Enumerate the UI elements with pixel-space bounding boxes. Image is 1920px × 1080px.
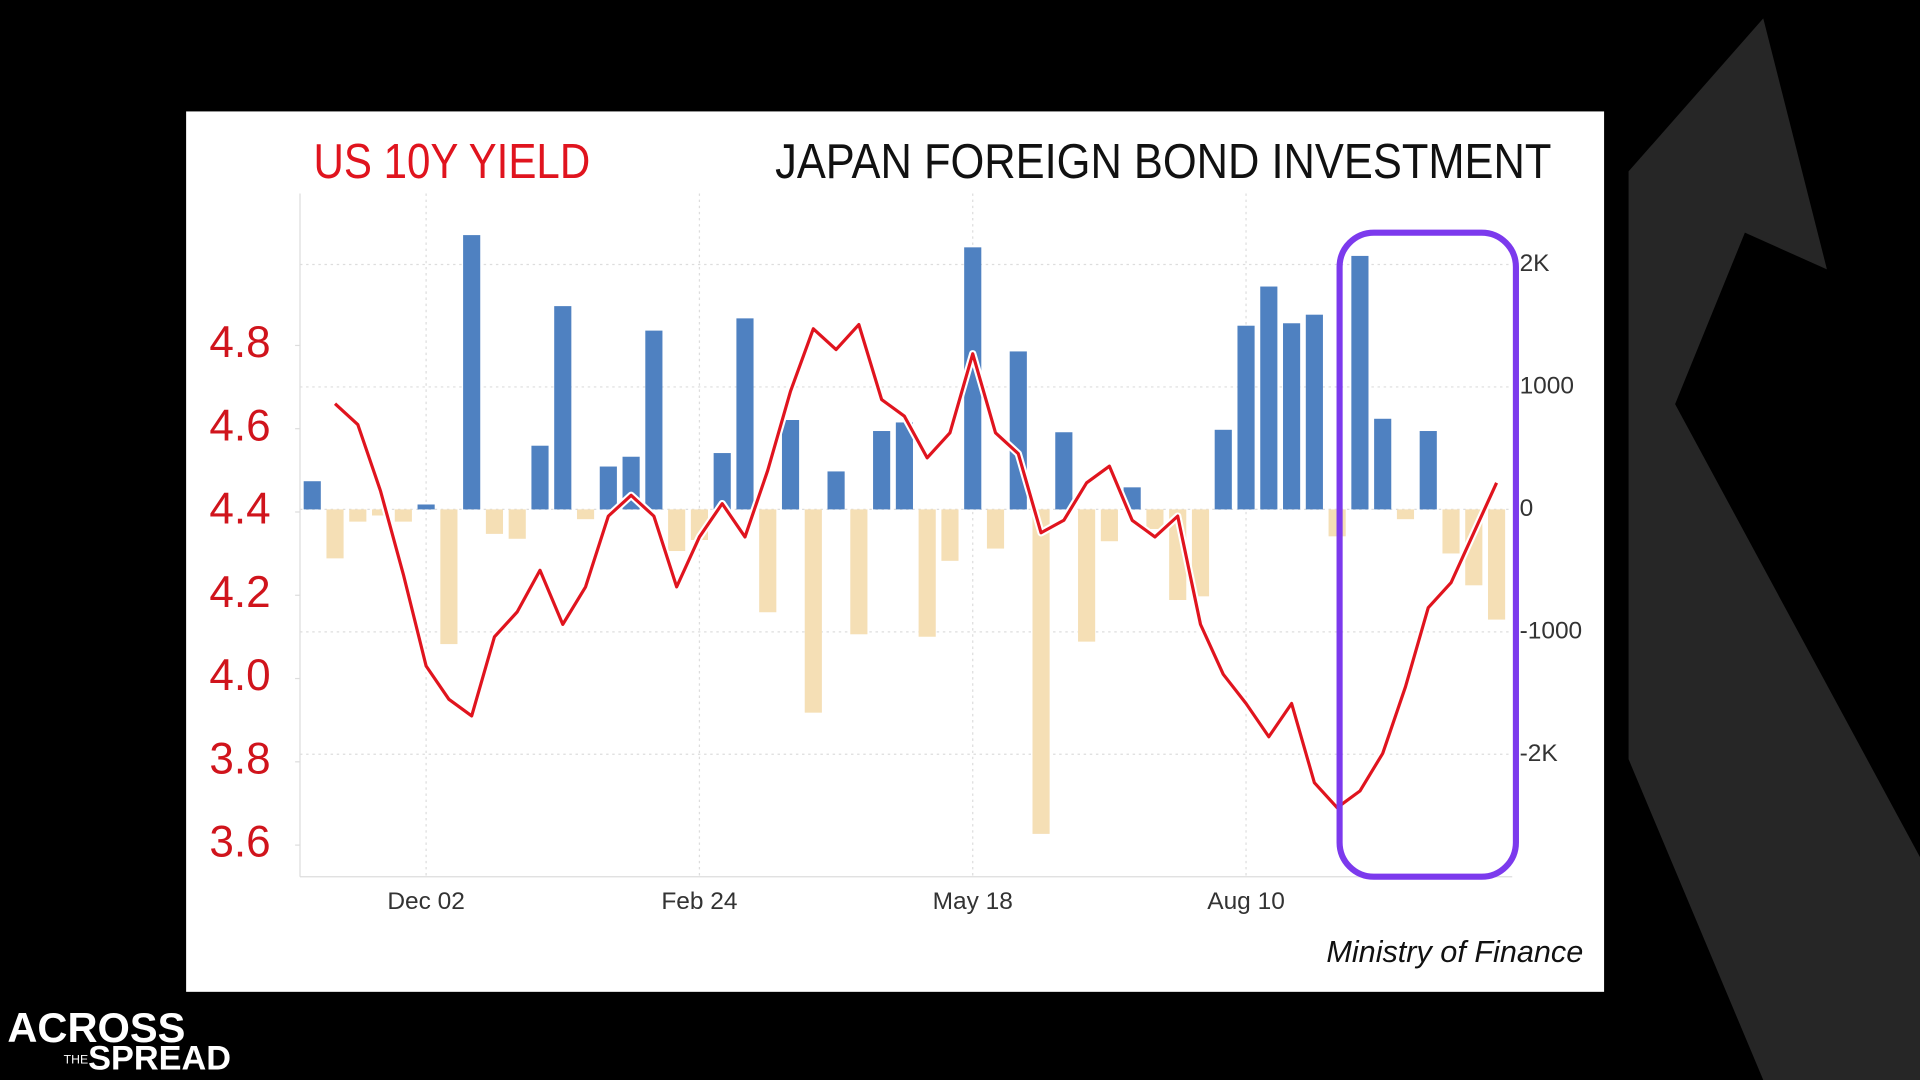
bar <box>485 509 504 534</box>
bar <box>895 422 913 510</box>
bar <box>508 509 526 539</box>
bar <box>1191 509 1210 597</box>
bar <box>440 509 458 645</box>
bar <box>372 509 390 516</box>
bar <box>1419 431 1437 510</box>
y-tick-label: 4.8 <box>209 318 270 367</box>
bar <box>1055 432 1073 510</box>
bar <box>1396 509 1415 520</box>
y-tick-label: 3.6 <box>209 818 270 867</box>
footer-logo: ACROSS THE SPREAD <box>7 1004 231 1077</box>
bar <box>1032 509 1050 834</box>
logo-text: ACROSS <box>7 1004 185 1051</box>
bar <box>713 453 731 510</box>
bar <box>1305 314 1323 510</box>
background-logo <box>1628 18 1920 1080</box>
x-tick-label: May 18 <box>933 888 1013 915</box>
bar <box>850 509 868 635</box>
y2-tick-label: 2K <box>1520 250 1551 277</box>
bar <box>736 318 754 510</box>
bar <box>349 509 367 522</box>
logo-shape <box>1628 18 1920 1080</box>
bar <box>1146 509 1164 529</box>
y-tick-label: 4.2 <box>209 568 270 617</box>
x-tick-label: Aug 10 <box>1207 888 1285 915</box>
y2-tick-label: 0 <box>1520 495 1534 522</box>
bar <box>986 509 1005 549</box>
bar <box>941 509 959 561</box>
bar <box>1214 429 1232 510</box>
plot: -2K -1000 0 1000 2K 3.6 3.8 4.0 4.2 4.4 4.6 4.8 Dec … <box>209 193 1583 915</box>
highlight-box <box>1336 229 1519 880</box>
bar <box>576 509 595 520</box>
bar <box>781 420 800 510</box>
bar <box>554 306 572 510</box>
bar <box>1351 255 1369 510</box>
bar <box>1442 509 1460 554</box>
line <box>333 323 1499 810</box>
bar <box>1078 509 1096 642</box>
y-tick-label: 4.4 <box>209 485 270 534</box>
bar <box>463 235 481 510</box>
bar <box>1237 325 1255 510</box>
bar <box>918 509 936 637</box>
x-tick-label: Dec 02 <box>387 888 465 915</box>
logo-text: SPREAD <box>88 1039 231 1077</box>
y-tick-label: 4.6 <box>209 401 270 450</box>
bar <box>873 431 891 510</box>
y2-tick-label: -1000 <box>1520 617 1583 644</box>
bar <box>759 509 777 613</box>
bar <box>531 445 549 510</box>
y-tick-label: 4.0 <box>209 651 270 700</box>
x-tick-label: Feb 24 <box>661 888 737 915</box>
bar <box>827 471 845 510</box>
bar <box>599 466 617 510</box>
line-title: US 10Y YIELD <box>313 135 590 189</box>
bar <box>645 330 663 510</box>
bar-title: JAPAN FOREIGN BOND INVESTMENT <box>775 135 1551 189</box>
bar <box>303 481 321 510</box>
bar <box>1374 418 1392 510</box>
y2-tick-label: 1000 <box>1520 372 1574 399</box>
y-tick-label: 3.8 <box>209 734 270 783</box>
bar <box>1100 509 1118 542</box>
bar <box>326 509 344 559</box>
source: Ministry of Finance <box>1326 935 1583 969</box>
bar <box>668 509 686 552</box>
bar <box>417 504 435 510</box>
logo-text: THE <box>64 1053 88 1067</box>
bar <box>1488 509 1506 620</box>
bar <box>1260 286 1278 510</box>
bar <box>394 509 412 522</box>
bar <box>964 247 982 510</box>
y2-tick-label: -2K <box>1520 740 1559 767</box>
bar <box>1283 323 1301 510</box>
bar <box>804 509 822 713</box>
